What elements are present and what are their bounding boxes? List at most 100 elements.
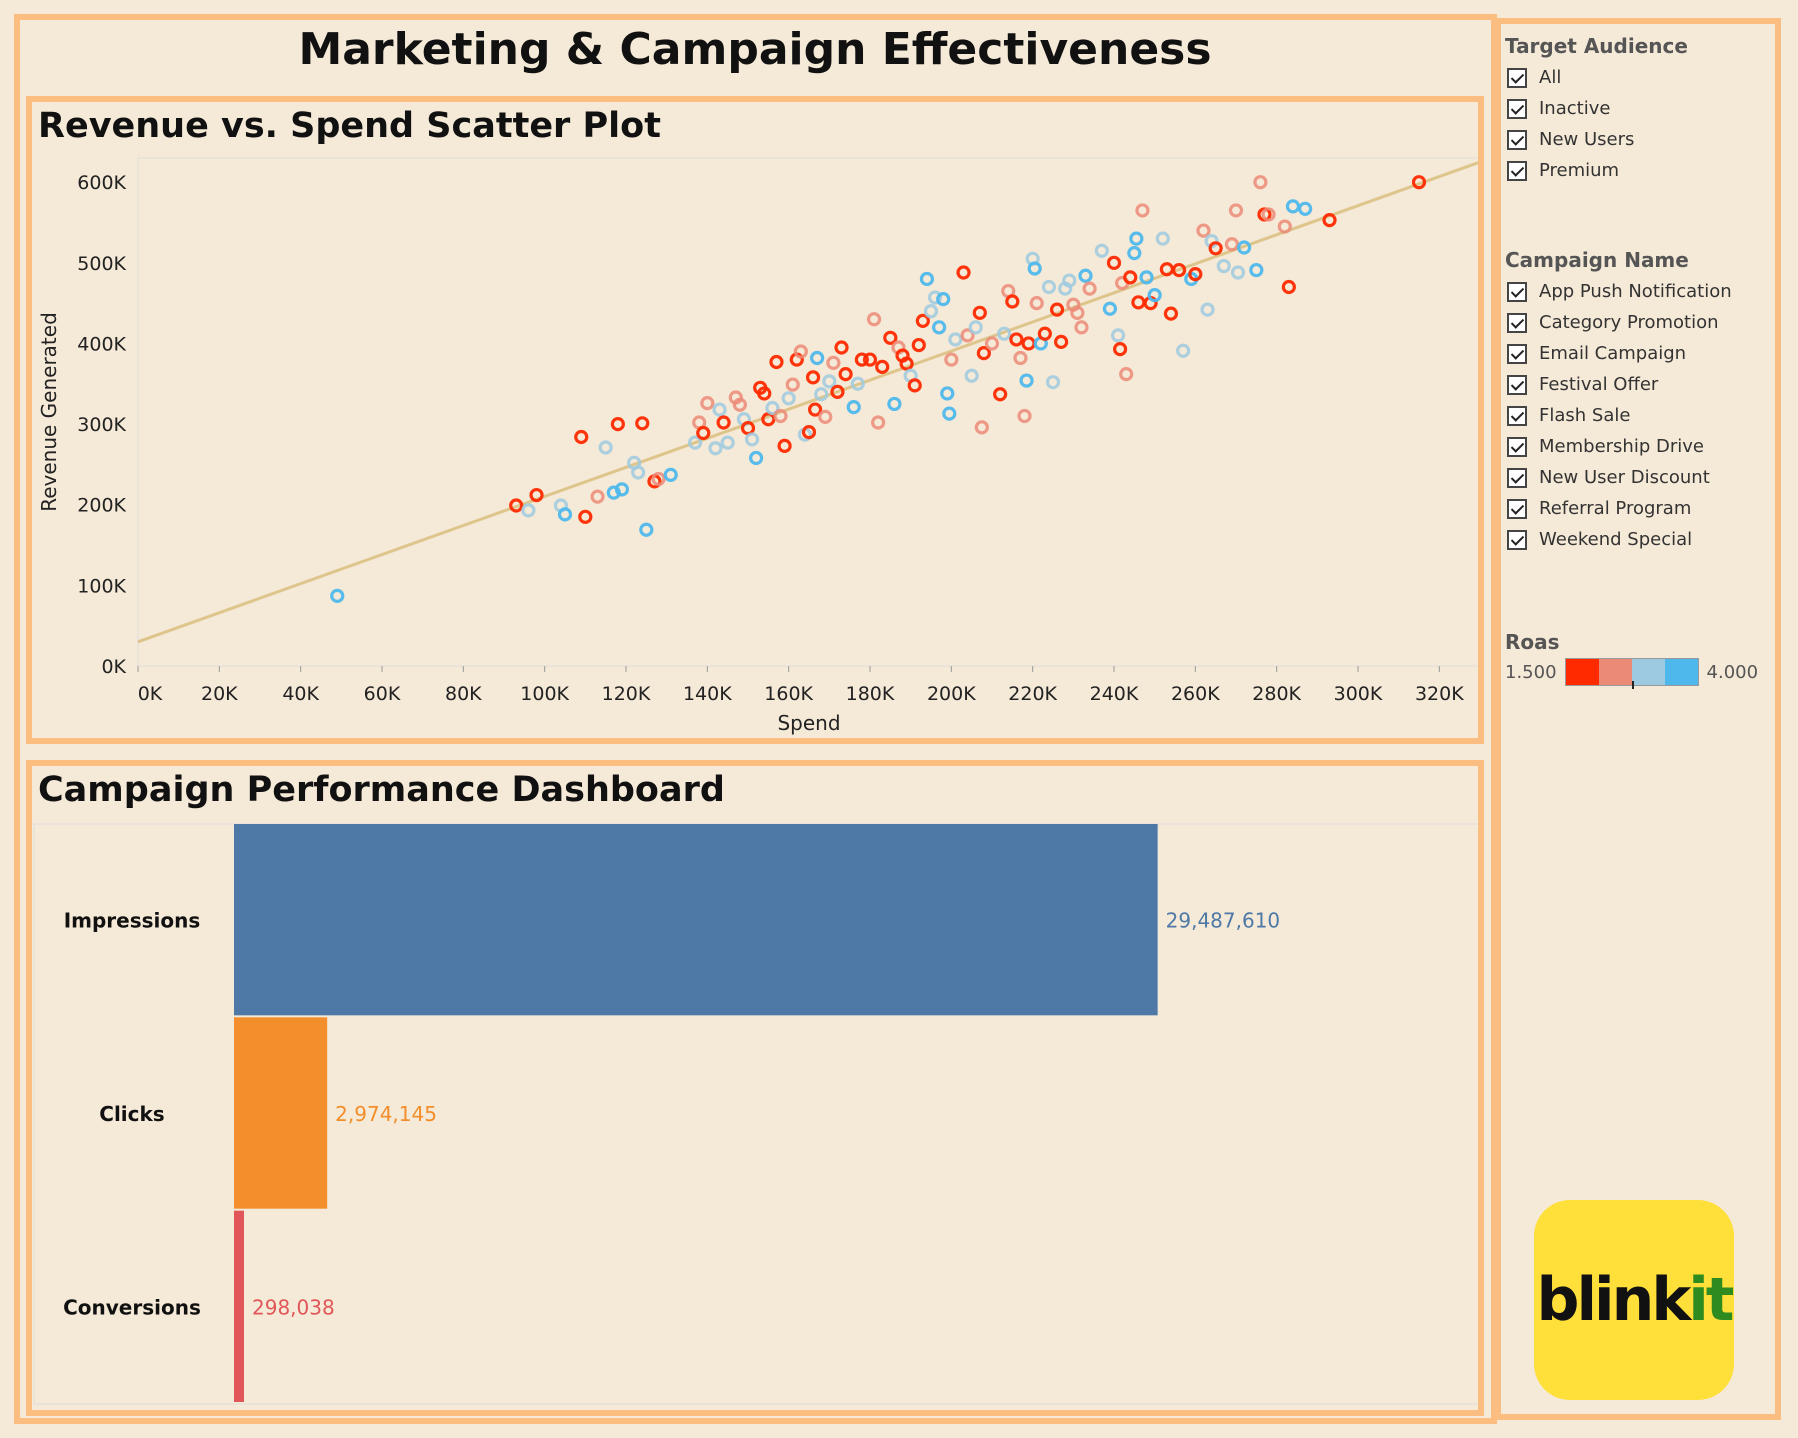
scatter-point[interactable] (974, 420, 989, 435)
scatter-point[interactable] (801, 425, 817, 440)
scatter-point[interactable] (1155, 231, 1170, 246)
scatter-point[interactable] (700, 396, 715, 411)
scatter-point[interactable] (521, 503, 536, 518)
scatter-point[interactable] (1281, 279, 1296, 295)
scatter-point[interactable] (1171, 262, 1187, 278)
scatter-point[interactable] (942, 406, 957, 421)
checkbox-checked-icon[interactable] (1507, 498, 1527, 519)
scatter-point[interactable] (529, 487, 544, 503)
scatter-point[interactable] (1261, 207, 1276, 222)
audience-option[interactable]: Inactive (1505, 93, 1775, 124)
scatter-point[interactable] (1411, 175, 1427, 190)
scatter-point[interactable] (866, 312, 882, 327)
funnel-bar-chart[interactable]: Impressions 29,487,610 Clicks 2,974,145 Conv… (32, 766, 1478, 1410)
scatter-point[interactable] (716, 415, 731, 430)
scatter-point[interactable] (834, 340, 849, 355)
scatter-point[interactable] (757, 386, 772, 401)
scatter-point[interactable] (810, 350, 825, 366)
scatter-point[interactable] (1049, 302, 1065, 317)
scatter-point[interactable] (1230, 265, 1246, 280)
bar-impressions[interactable] (234, 824, 1158, 1016)
scatter-point[interactable] (708, 441, 723, 456)
scatter-point[interactable] (1027, 261, 1042, 276)
scatter-point[interactable] (927, 290, 943, 305)
campaign-option[interactable]: Flash Sale (1505, 400, 1775, 431)
campaign-option[interactable]: Referral Program (1505, 493, 1775, 524)
scatter-point[interactable] (932, 320, 947, 335)
scatter-point[interactable] (557, 507, 573, 522)
scatter-point[interactable] (1112, 342, 1128, 357)
scatter-point[interactable] (1017, 408, 1032, 424)
scatter-point[interactable] (997, 326, 1012, 341)
scatter-point[interactable] (940, 386, 955, 401)
scatter-point[interactable] (1102, 301, 1118, 316)
audience-option[interactable]: All (1505, 62, 1775, 93)
scatter-point[interactable] (1253, 175, 1268, 190)
scatter-point[interactable] (899, 356, 914, 371)
scatter-point[interactable] (1119, 367, 1134, 382)
scatter-point[interactable] (968, 320, 983, 335)
scatter-point[interactable] (1074, 320, 1089, 335)
scatter-point[interactable] (887, 396, 902, 412)
scatter-point[interactable] (635, 416, 650, 431)
scatter-point[interactable] (720, 435, 735, 450)
scatter-point[interactable] (915, 313, 930, 328)
scatter-point[interactable] (1147, 287, 1162, 303)
scatter-point[interactable] (1005, 294, 1020, 309)
campaign-option[interactable]: Festival Offer (1505, 369, 1775, 400)
scatter-point[interactable] (805, 370, 821, 385)
scatter-point[interactable] (1129, 231, 1144, 246)
checkbox-checked-icon[interactable] (1507, 529, 1527, 550)
scatter-point[interactable] (1078, 268, 1093, 283)
scatter-point[interactable] (590, 489, 605, 504)
scatter-point[interactable] (923, 304, 939, 319)
scatter-point[interactable] (712, 402, 727, 417)
scatter-point[interactable] (1224, 237, 1240, 252)
scatter-point[interactable] (1019, 373, 1034, 388)
checkbox-checked-icon[interactable] (1507, 281, 1527, 302)
scatter-point[interactable] (818, 409, 833, 424)
scatter-point[interactable] (1131, 295, 1146, 310)
scatter-point[interactable] (773, 408, 788, 424)
scatter-point[interactable] (1216, 258, 1231, 274)
scatter-point[interactable] (744, 432, 760, 447)
scatter-point[interactable] (1037, 326, 1052, 341)
bar-clicks[interactable] (234, 1017, 328, 1209)
scatter-point[interactable] (850, 376, 865, 391)
scatter-point[interactable] (1237, 240, 1252, 255)
scatter-point[interactable] (631, 465, 646, 480)
checkbox-checked-icon[interactable] (1507, 374, 1527, 395)
scatter-point[interactable] (993, 387, 1008, 402)
scatter-point[interactable] (838, 367, 853, 382)
scatter-point[interactable] (883, 330, 898, 345)
campaign-option[interactable]: Category Promotion (1505, 307, 1775, 338)
scatter-point[interactable] (1196, 223, 1211, 238)
scatter-point[interactable] (814, 387, 829, 402)
scatter-point[interactable] (911, 337, 926, 353)
scatter-point[interactable] (614, 482, 630, 497)
scatter-point[interactable] (732, 397, 747, 412)
checkbox-checked-icon[interactable] (1507, 160, 1527, 181)
campaign-option[interactable]: Weekend Special (1505, 524, 1775, 555)
scatter-point[interactable] (765, 400, 780, 416)
scatter-point[interactable] (976, 346, 991, 361)
scatter-point[interactable] (1070, 305, 1085, 320)
scatter-point[interactable] (696, 425, 711, 441)
scatter-plot[interactable]: 0K 100K 200K 300K 400K 500K 600K 0K 20K 40K 60K 80K… (32, 102, 1478, 738)
scatter-point[interactable] (1135, 203, 1150, 218)
scatter-point[interactable] (1013, 350, 1028, 366)
scatter-point[interactable] (785, 377, 800, 392)
scatter-point[interactable] (822, 374, 837, 389)
scatter-point[interactable] (330, 588, 345, 603)
scatter-point[interactable] (651, 471, 666, 487)
scatter-point[interactable] (610, 416, 625, 432)
scatter-point[interactable] (1045, 375, 1061, 390)
scatter-point[interactable] (769, 354, 784, 370)
checkbox-checked-icon[interactable] (1507, 343, 1527, 364)
checkbox-checked-icon[interactable] (1507, 405, 1527, 426)
scatter-point[interactable] (919, 271, 935, 287)
scatter-point[interactable] (1163, 306, 1179, 321)
scatter-point[interactable] (862, 352, 878, 367)
scatter-point[interactable] (1188, 267, 1203, 282)
scatter-point[interactable] (793, 344, 808, 359)
